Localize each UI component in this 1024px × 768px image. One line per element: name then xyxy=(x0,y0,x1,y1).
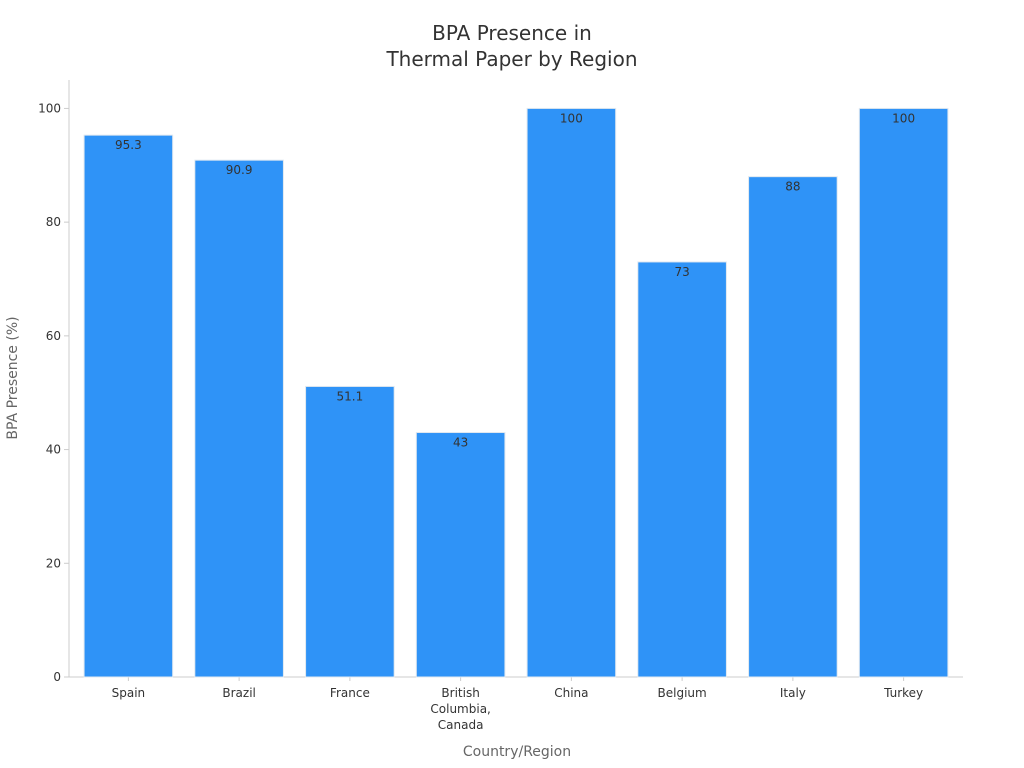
x-tick-label-line: France xyxy=(330,686,370,700)
y-axis: 0 20 40 60 80 100 xyxy=(38,80,70,684)
chart-title-line: BPA Presence in xyxy=(432,21,592,45)
y-axis-title: BPA Presence (%) xyxy=(5,316,21,439)
bar xyxy=(83,134,174,678)
x-tick-label-line: China xyxy=(554,686,588,700)
data-label: 100 xyxy=(560,111,583,125)
x-tick-label: Brazil xyxy=(222,686,256,700)
x-tick-label-line: Canada xyxy=(438,718,484,732)
x-tick-label: Turkey xyxy=(883,686,923,700)
x-tick-label-line: British xyxy=(441,686,479,700)
bar-series xyxy=(83,107,949,678)
x-tick-label: Italy xyxy=(780,686,806,700)
data-label: 95.3 xyxy=(115,138,142,152)
data-label: 100 xyxy=(892,111,915,125)
x-tick-label-line: Spain xyxy=(112,686,146,700)
y-tick-label: 0 xyxy=(53,670,61,684)
y-tick-label: 60 xyxy=(46,329,61,343)
bar xyxy=(526,107,617,678)
x-tick-label: France xyxy=(330,686,370,700)
data-label: 43 xyxy=(453,436,468,450)
y-tick-label: 40 xyxy=(46,443,61,457)
data-label: 73 xyxy=(674,265,689,279)
bar xyxy=(637,261,727,678)
x-tick-label-line: Turkey xyxy=(883,686,923,700)
bar xyxy=(748,176,838,678)
x-tick-label-line: Belgium xyxy=(658,686,707,700)
bar xyxy=(415,432,506,678)
x-tick-label: China xyxy=(554,686,588,700)
x-tick-label-line: Brazil xyxy=(222,686,256,700)
data-label: 88 xyxy=(785,180,800,194)
x-tick-label: British Columbia, Canada xyxy=(430,686,490,732)
x-tick-label: Belgium xyxy=(658,686,707,700)
x-tick-label-line: Italy xyxy=(780,686,806,700)
bar xyxy=(194,159,284,678)
bar xyxy=(305,385,395,678)
value-labels: 95.3 90.9 51.1 43 100 73 88 100 xyxy=(115,111,915,449)
y-tick-label: 80 xyxy=(46,215,61,229)
y-tick-label: 20 xyxy=(46,556,61,570)
y-tick-label: 100 xyxy=(38,101,61,115)
data-label: 51.1 xyxy=(337,389,364,403)
data-label: 90.9 xyxy=(226,163,253,177)
x-tick-label-line: Columbia, xyxy=(430,702,490,716)
x-axis-title: Country/Region xyxy=(463,744,571,760)
chart-title-line: Thermal Paper by Region xyxy=(385,47,637,71)
bar xyxy=(858,107,949,678)
x-tick-label: Spain xyxy=(112,686,146,700)
x-axis: Spain Brazil France British Columbia, Canada C… xyxy=(69,676,963,732)
